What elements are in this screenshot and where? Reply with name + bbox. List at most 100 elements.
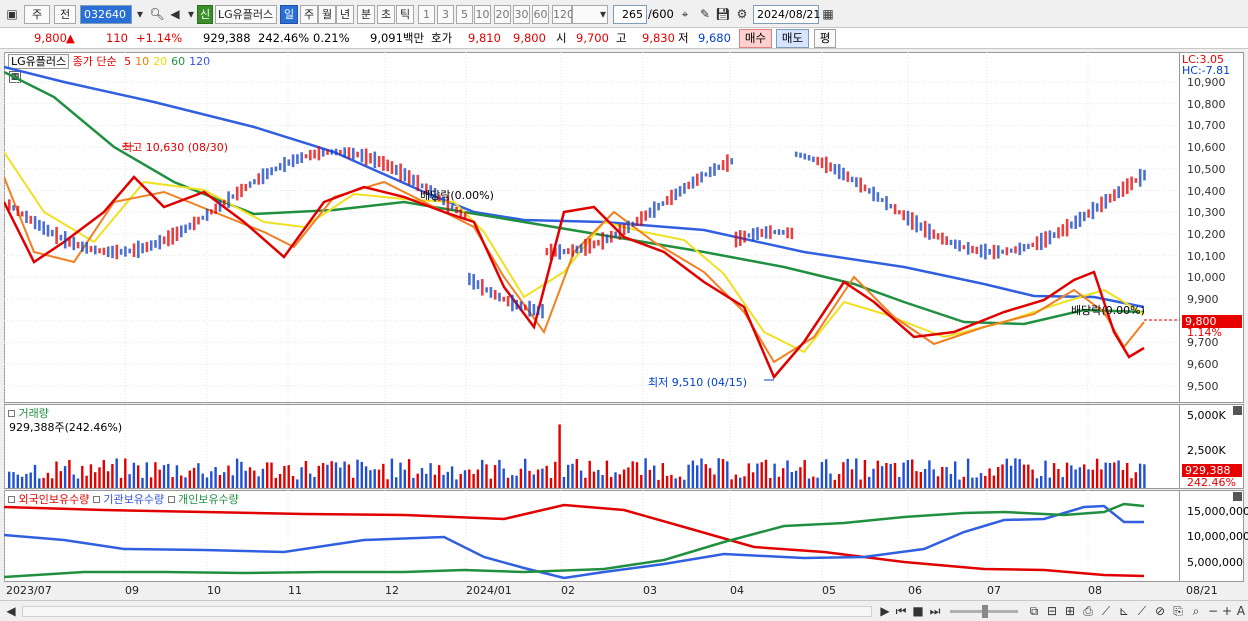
tab-5[interactable]: 초 [377,5,395,24]
zoom-in-icon[interactable]: + [1221,604,1233,618]
save-icon[interactable]: 💾︎ [715,7,731,21]
eval-button[interactable]: 평 [814,29,836,48]
price-tick: 10,900 [1187,76,1226,89]
high-annotation: 최고 10,630 (08/30) [122,141,229,154]
zoom-out-icon[interactable]: − [1207,604,1219,618]
interval-button-60[interactable]: 60 [532,5,549,24]
first-page-icon[interactable]: ⏮ [895,604,907,618]
scroll-right-icon[interactable]: ▶ [880,604,890,618]
individual-legend: 개인보유수량 [178,493,239,506]
interval-dropdown-icon[interactable]: ▾ [599,7,607,21]
measure-icon[interactable]: ⊾ [1118,604,1130,618]
interval-button-10[interactable]: 10 [474,5,491,24]
open-price: 9,700 [576,31,609,45]
interval-button-3[interactable]: 3 [437,5,454,24]
period-select[interactable]: 주 [24,5,50,24]
close-panel-icon[interactable] [1233,406,1242,415]
sell-button[interactable]: 매도 [776,29,809,48]
x-label: 03 [643,584,657,597]
price-tick: 9,600 [1187,358,1219,372]
x-label: 2024/01 [466,584,512,597]
window-menu-icon[interactable]: ▣ [6,7,18,21]
x-label: 02 [561,584,575,597]
price-tick: 9,500 [1187,379,1219,393]
line-tool-icon[interactable]: ⟋ [1101,604,1111,618]
turnover-pct: 0.21% [313,31,350,45]
up-arrow-icon: ▲ [66,31,75,45]
speaker-dropdown-icon[interactable]: ▾ [187,7,195,21]
holders-axis [1180,490,1244,582]
price-tick: 9,700 [1187,336,1219,350]
price-tick: 10,500 [1187,162,1226,176]
stock-legend-name[interactable]: LG유플러스 [8,54,70,69]
camera-icon[interactable]: ⎘ [1173,604,1183,618]
draw-tool-icon[interactable]: ✎ [699,7,711,21]
prev-select[interactable]: 전 [54,5,76,24]
volume-panel[interactable] [4,404,1180,489]
scrollbar-track[interactable] [22,606,872,617]
holders-legend: 외국인보유수량 기관보유수량 개인보유수량 [8,491,239,507]
gear-icon[interactable]: ⚙ [736,7,748,21]
volume-ratio: 242.46% [258,31,310,45]
interval-button-30[interactable]: 30 [513,5,530,24]
current-price-pct: 1.14% [1187,326,1222,339]
interval-button-5[interactable]: 5 [456,5,473,24]
ma-legend: 단순 [96,55,117,68]
crosshair-icon[interactable]: ⌖ [681,7,689,21]
legend-box-icon[interactable] [167,496,175,503]
legend-box-icon[interactable] [8,496,15,503]
volume-tick-0: 5,000K [1187,409,1226,422]
close-panel-icon[interactable] [1233,492,1242,501]
date-input[interactable]: 2024/08/21 [753,5,820,24]
credit-badge: 신 [197,5,213,24]
holders-panel[interactable] [4,490,1180,582]
speaker-icon[interactable]: ◀︎ [170,7,180,21]
search-icon[interactable]: ⌕ [1192,604,1200,618]
legend-box-icon[interactable] [8,410,15,417]
tab-2[interactable]: 월 [318,5,336,24]
price-tick: 10,100 [1187,249,1226,263]
legend-box-icon[interactable] [92,496,100,503]
tab-3[interactable]: 년 [336,5,354,24]
stop-icon[interactable]: ■ [912,604,924,618]
buy-button[interactable]: 매수 [739,29,772,48]
font-size-icon[interactable]: A [1236,604,1246,618]
tab-6[interactable]: 틱 [396,5,414,24]
price-panel[interactable] [4,52,1180,403]
ma-legend-10: 10 [135,55,150,68]
calendar-icon[interactable]: ▦ [822,7,834,21]
current-price-box: 9,800 [1182,315,1242,328]
stock-name-field[interactable]: LG유플러스 [215,5,277,24]
ma-periods: 5 10 20 60 120 [120,55,210,68]
x-label: 12 [385,584,399,597]
zoom-slider-handle[interactable] [982,605,988,618]
volume: 929,388 [203,31,251,45]
copy-icon[interactable]: ⧉ [1029,604,1039,618]
interval-button-1[interactable]: 1 [418,5,435,24]
price-tick: 10,300 [1187,206,1226,220]
interval-button-20[interactable]: 20 [494,5,511,24]
tab-1[interactable]: 주 [300,5,318,24]
grid-icon[interactable]: ⊞ [1064,604,1076,618]
print-icon[interactable]: ⎙ [1083,604,1093,618]
price-axis [1180,52,1244,403]
ma-legend-5: 5 [124,55,132,68]
scroll-left-icon[interactable]: ◀ [6,604,16,618]
search-icon[interactable]: 🔍︎ [149,7,165,21]
layout-icon[interactable]: ⊟ [1046,604,1058,618]
stock-code-input[interactable]: 032640 [80,5,132,24]
interval-input[interactable] [572,5,608,24]
last-page-icon[interactable]: ⏭ [929,604,941,618]
price-tick: 10,200 [1187,227,1226,241]
interval-button-120[interactable]: 120 [552,5,574,24]
volume-value: 929,388주(242.46%) [9,421,123,434]
price-tick: 10,000 [1187,271,1226,285]
count-input[interactable]: 265 [613,5,647,24]
x-label: 05 [822,584,836,597]
clear-icon[interactable]: ⊘ [1154,604,1166,618]
tab-4[interactable]: 분 [357,5,375,24]
x-label: 09 [125,584,139,597]
tab-0[interactable]: 일 [280,5,298,24]
tool-icon[interactable]: ⟋ [1137,604,1147,618]
dropdown-arrow-icon[interactable]: ▾ [136,7,144,21]
